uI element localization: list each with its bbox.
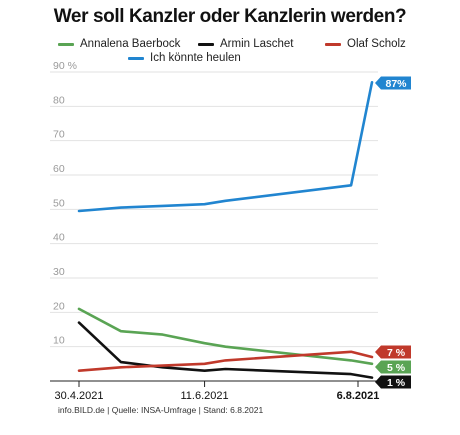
end-label-bg-heulen — [375, 76, 411, 90]
end-label-scholz: 7 % — [387, 347, 406, 359]
y-tick-label: 70 — [53, 129, 65, 141]
y-tick-label: 50 — [53, 197, 65, 209]
end-label-heulen: 87% — [385, 78, 407, 90]
legend-label-laschet: Armin Laschet — [220, 38, 294, 50]
legend-label-baerbock: Annalena Baerbock — [80, 38, 181, 50]
series-line-laschet — [77, 321, 374, 379]
series-line-baerbock — [77, 307, 374, 366]
legend-swatch-baerbock — [58, 42, 74, 46]
legend-item-heulen: Ich könnte heulen — [128, 52, 241, 64]
end-label-bg-scholz — [375, 345, 411, 359]
y-tick-label: 60 — [53, 163, 65, 175]
y-tick-label: 40 — [53, 232, 65, 244]
y-tick-label: 20 — [53, 300, 65, 312]
end-label-laschet: 1 % — [387, 377, 406, 389]
end-label-bg-laschet — [375, 375, 411, 389]
chart-title: Wer soll Kanzler oder Kanzlerin werden? — [53, 6, 407, 27]
y-tick-label: 90 % — [53, 60, 77, 72]
y-tick-label: 80 — [53, 94, 65, 106]
legend-item-baerbock: Annalena Baerbock — [58, 38, 180, 50]
x-tick-label: 30.4.2021 — [55, 390, 104, 402]
end-label-bg-baerbock — [375, 360, 411, 374]
end-label-baerbock: 5 % — [387, 362, 406, 374]
x-tick-label: 6.8.2021 — [337, 390, 380, 402]
legend-swatch-scholz — [325, 42, 341, 46]
chart-source: info.BILD.de | Quelle: INSA-Umfrage | St… — [58, 405, 264, 415]
legend-item-laschet: Armin Laschet — [198, 38, 294, 50]
y-tick-label: 10 — [53, 335, 65, 347]
legend-label-heulen: Ich könnte heulen — [150, 52, 241, 64]
legend-swatch-heulen — [128, 56, 144, 60]
legend-swatch-laschet — [198, 42, 214, 46]
chart-legend: Annalena Baerbock Armin Laschet Olaf Sch… — [0, 0, 460, 70]
legend-item-scholz: Olaf Scholz — [325, 38, 406, 50]
legend-label-scholz: Olaf Scholz — [347, 38, 406, 50]
x-tick-label: 11.6.2021 — [181, 390, 229, 402]
series-line-heulen — [77, 81, 374, 213]
series-line-scholz — [77, 350, 374, 373]
y-tick-label: 30 — [53, 266, 65, 278]
